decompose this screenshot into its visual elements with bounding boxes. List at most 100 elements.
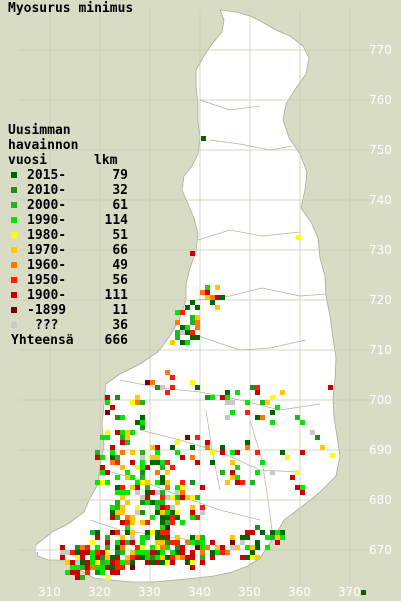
legend-item: 2010- 32 xyxy=(8,183,128,198)
legend-item: 1960- 49 xyxy=(8,258,128,273)
observation-square xyxy=(140,475,145,480)
observation-square xyxy=(250,545,255,550)
observation-square xyxy=(60,550,65,555)
legend-swatch xyxy=(11,262,17,268)
legend-item-label: 2000- xyxy=(27,198,67,213)
observation-square xyxy=(115,415,120,420)
observation-square xyxy=(220,545,225,550)
observation-square xyxy=(270,395,275,400)
observation-square xyxy=(225,415,230,420)
observation-square xyxy=(205,445,210,450)
observation-square xyxy=(65,570,70,575)
observation-square xyxy=(295,485,300,490)
observation-square xyxy=(95,450,100,455)
observation-square xyxy=(140,415,145,420)
observation-square xyxy=(110,455,115,460)
observation-square xyxy=(165,485,170,490)
observation-square xyxy=(115,490,120,495)
observation-square xyxy=(275,540,280,545)
observation-square xyxy=(200,290,205,295)
observation-square xyxy=(130,485,135,490)
observation-square xyxy=(195,335,200,340)
observation-square xyxy=(100,555,105,560)
observation-square xyxy=(215,545,220,550)
observation-square xyxy=(270,470,275,475)
observation-square xyxy=(135,555,140,560)
observation-square xyxy=(170,560,175,565)
observation-square xyxy=(200,485,205,490)
observation-square xyxy=(165,560,170,565)
observation-square xyxy=(245,440,250,445)
legend-swatch xyxy=(11,187,17,193)
observation-square xyxy=(115,395,120,400)
x-axis-ticks: 310 320 330 340 350 360 370 xyxy=(38,585,361,599)
legend-item-count: 56 xyxy=(112,273,128,288)
observation-square xyxy=(195,325,200,330)
observation-square xyxy=(185,340,190,345)
observation-square xyxy=(195,515,200,520)
observation-square xyxy=(80,550,85,555)
legend-swatch xyxy=(11,277,17,283)
observation-square xyxy=(195,495,200,500)
observation-square xyxy=(255,545,260,550)
observation-square xyxy=(160,540,165,545)
observation-square xyxy=(195,460,200,465)
legend-item: 1990- 114 xyxy=(8,213,128,228)
observation-square xyxy=(195,545,200,550)
observation-square xyxy=(105,435,110,440)
observation-square xyxy=(100,570,105,575)
observation-square xyxy=(165,480,170,485)
observation-square xyxy=(120,485,125,490)
observation-square xyxy=(75,560,80,565)
observation-square xyxy=(170,340,175,345)
observation-square xyxy=(100,560,105,565)
observation-square xyxy=(220,450,225,455)
observation-square xyxy=(120,415,125,420)
observation-square xyxy=(300,485,305,490)
observation-square xyxy=(145,465,150,470)
observation-square xyxy=(95,560,100,565)
observation-square xyxy=(80,560,85,565)
observation-square xyxy=(175,450,180,455)
observation-square xyxy=(200,540,205,545)
observation-square xyxy=(215,305,220,310)
observation-square xyxy=(75,550,80,555)
observation-square xyxy=(170,375,175,380)
observation-square xyxy=(215,295,220,300)
observation-square xyxy=(190,330,195,335)
observation-square xyxy=(90,555,95,560)
observation-square xyxy=(190,445,195,450)
observation-square xyxy=(125,525,130,530)
legend-item: 1980- 51 xyxy=(8,228,128,243)
observation-square xyxy=(190,540,195,545)
observation-square xyxy=(295,415,300,420)
observation-square xyxy=(100,565,105,570)
observation-square xyxy=(150,530,155,535)
observation-square xyxy=(130,535,135,540)
observation-square xyxy=(85,565,90,570)
finland-land-area xyxy=(35,9,341,583)
observation-square xyxy=(328,385,333,390)
observation-square xyxy=(170,555,175,560)
observation-square xyxy=(210,295,215,300)
observation-square xyxy=(255,450,260,455)
observation-square xyxy=(150,380,155,385)
observation-square xyxy=(135,400,140,405)
observation-square xyxy=(160,505,165,510)
observation-square xyxy=(240,540,245,545)
observation-square xyxy=(175,310,180,315)
observation-square xyxy=(75,575,80,580)
observation-square xyxy=(235,390,240,395)
observation-square xyxy=(135,545,140,550)
observation-square xyxy=(140,455,145,460)
observation-square xyxy=(110,560,115,565)
observation-square xyxy=(315,435,320,440)
y-tick: 670 xyxy=(369,543,392,557)
observation-square xyxy=(110,405,115,410)
observation-square xyxy=(130,555,135,560)
observation-square xyxy=(95,550,100,555)
y-tick: 680 xyxy=(369,493,392,507)
observation-square xyxy=(115,515,120,520)
observation-square xyxy=(140,555,145,560)
observation-square xyxy=(125,520,130,525)
